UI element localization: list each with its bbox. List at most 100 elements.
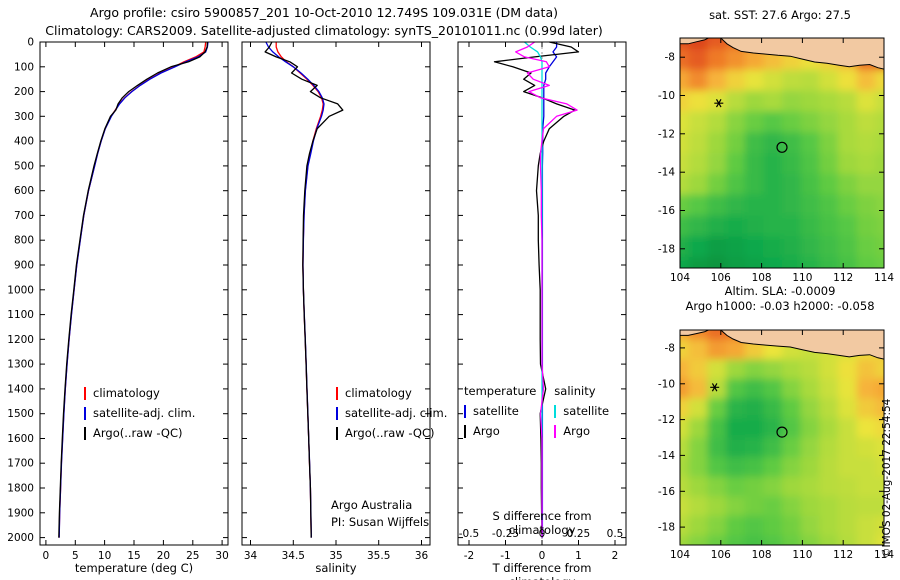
legend-item: satellite-adj. clim. <box>84 403 195 423</box>
svg-text:-18: -18 <box>658 243 675 255</box>
pi-annotation: Argo Australia PI: Susan Wijffels <box>331 497 429 530</box>
legend-label: climatology <box>345 386 412 400</box>
svg-text:110: 110 <box>792 549 812 561</box>
legend-label: satellite <box>473 404 519 418</box>
svg-text:34.5: 34.5 <box>282 550 305 562</box>
svg-text:1100: 1100 <box>7 309 34 321</box>
t-argo-line-sample <box>464 424 466 438</box>
s-difference-axis-label: S difference from climatology <box>492 509 592 537</box>
svg-text:108: 108 <box>752 549 772 561</box>
svg-text:-10: -10 <box>658 378 675 390</box>
series-satellite-adj-clim- <box>58 41 209 538</box>
heatmap-cells <box>680 330 884 545</box>
sla-map-title-line1: Altim. SLA: -0.0009 <box>724 284 836 298</box>
svg-text:35: 35 <box>329 550 342 562</box>
series-Argo-raw-QC- <box>58 41 209 538</box>
legend-label: satellite-adj. clim. <box>93 406 196 420</box>
series-S-satellite <box>524 41 543 538</box>
svg-text:100: 100 <box>14 61 34 73</box>
argo-line-sample <box>336 426 338 440</box>
coastline-land <box>720 330 884 360</box>
title-line2: Climatology: CARS2009. Satellite-adjuste… <box>45 22 603 38</box>
svg-text:300: 300 <box>14 111 34 123</box>
svg-text:0: 0 <box>539 528 546 540</box>
legend-label: Argo(..raw -QC) <box>93 426 183 440</box>
coastline-land <box>680 38 710 45</box>
svg-text:-12: -12 <box>658 128 675 140</box>
svg-text:1900: 1900 <box>7 507 34 519</box>
svg-text:1500: 1500 <box>7 408 34 420</box>
pi-text: PI: Susan Wijffels <box>331 514 430 529</box>
svg-text:112: 112 <box>833 549 853 561</box>
svg-text:-16: -16 <box>658 205 675 217</box>
svg-text:0: 0 <box>43 550 50 562</box>
svg-text:1400: 1400 <box>7 383 34 395</box>
legend-item: satellite <box>464 401 536 421</box>
svg-text:1700: 1700 <box>7 458 34 470</box>
svg-text:114: 114 <box>874 272 894 284</box>
legend-item: Argo(..raw -QC) <box>84 423 195 443</box>
s-satellite-line-sample <box>554 404 557 418</box>
legend-item: satellite-adj. clim. <box>336 403 447 423</box>
heatmap-cells <box>680 38 884 268</box>
satellite-adj-line-sample <box>84 406 86 420</box>
legend-label: Argo(..raw -QC) <box>345 426 435 440</box>
svg-text:700: 700 <box>14 210 34 222</box>
svg-text:500: 500 <box>14 160 34 172</box>
svg-text:-16: -16 <box>658 486 675 498</box>
climatology-line-sample <box>84 386 86 400</box>
svg-text:-8: -8 <box>665 52 675 64</box>
legend-item: satellite <box>554 401 609 421</box>
climatology-line-sample <box>336 386 338 400</box>
argo-australia-text: Argo Australia <box>331 498 413 512</box>
legend-label: Argo <box>563 424 591 438</box>
legend-difference-panel: temperature satellite Argo salinity sate… <box>464 381 609 441</box>
svg-text:25: 25 <box>186 550 199 562</box>
svg-text:112: 112 <box>833 272 853 284</box>
legend-label: satellite <box>563 404 610 418</box>
svg-text:200: 200 <box>14 86 34 98</box>
svg-text:0: 0 <box>27 37 34 49</box>
axes-box <box>679 37 885 269</box>
legend-label: climatology <box>93 386 160 400</box>
series-T-Argo <box>493 41 580 538</box>
title-line1: Argo profile: csiro 5900857_201 10-Oct-2… <box>90 5 558 20</box>
svg-text:-0.5: -0.5 <box>459 528 480 540</box>
svg-text:34: 34 <box>244 550 258 562</box>
coastline-land <box>720 38 884 70</box>
series-S-Argo <box>515 41 578 538</box>
series-Argo-raw-QC- <box>264 41 344 538</box>
svg-text:600: 600 <box>14 185 34 197</box>
svg-text:0.5: 0.5 <box>607 528 624 540</box>
salinity-axis-label: salinity <box>315 561 357 575</box>
svg-text:35.5: 35.5 <box>367 550 390 562</box>
argo-position-marker <box>776 141 788 153</box>
figure-title: Argo profile: csiro 5900857_201 10-Oct-2… <box>0 4 648 39</box>
legend-item: climatology <box>84 383 195 403</box>
legend-label: satellite-adj. clim. <box>345 406 448 420</box>
svg-text:0.25: 0.25 <box>567 528 590 540</box>
svg-text:900: 900 <box>14 260 34 272</box>
svg-text:400: 400 <box>14 136 34 148</box>
series-satellite-adj-clim- <box>265 41 325 538</box>
legend-item: Argo <box>554 421 609 441</box>
legend-item: Argo(..raw -QC) <box>336 423 447 443</box>
sla-map-title-line2: Argo h1000: -0.03 h2000: -0.058 <box>685 299 875 313</box>
svg-text:-14: -14 <box>658 450 675 462</box>
svg-text:1: 1 <box>575 550 582 562</box>
svg-text:108: 108 <box>752 272 772 284</box>
t-difference-axis-label: T difference from climatology <box>492 561 592 580</box>
legend-column-temperature: temperature satellite Argo <box>464 381 536 441</box>
series-climatology <box>58 41 207 538</box>
svg-text:106: 106 <box>711 272 731 284</box>
svg-text:1300: 1300 <box>7 359 34 371</box>
axes-box <box>241 41 431 546</box>
svg-text:1800: 1800 <box>7 483 34 495</box>
svg-text:-8: -8 <box>665 342 675 354</box>
legend-label: Argo <box>473 424 500 438</box>
copyright-text: ©IMOS 02-Aug-2017 22:54:54 <box>881 398 893 558</box>
svg-text:2: 2 <box>612 550 619 562</box>
svg-text:-0.25: -0.25 <box>492 528 519 540</box>
